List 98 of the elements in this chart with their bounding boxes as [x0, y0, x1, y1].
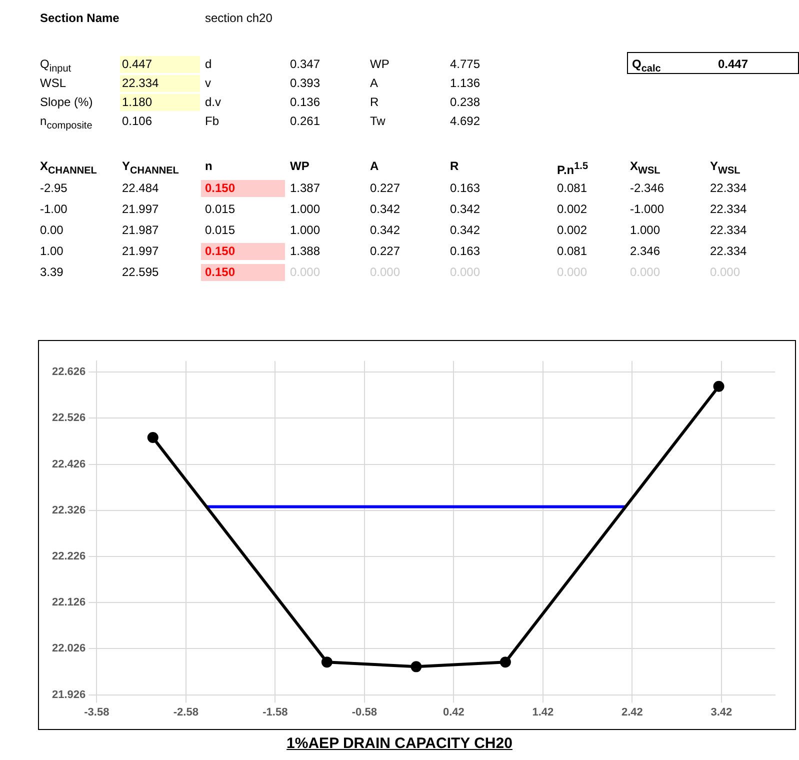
text: 0.227	[370, 243, 400, 260]
text: 0.002	[557, 201, 588, 218]
x-tick-label: 2.42	[621, 706, 643, 718]
text: 0.163	[450, 243, 480, 260]
text: 1.00	[40, 243, 64, 260]
text: Section Name	[40, 10, 120, 27]
text: Slope (%)	[40, 94, 93, 111]
text: 0.150	[201, 180, 285, 197]
text: 0.261	[290, 113, 320, 130]
text: d.v	[205, 94, 222, 111]
text: 0.342	[370, 201, 400, 218]
text: 22.334	[710, 243, 747, 260]
text: 4.775	[450, 56, 480, 73]
text: 0.342	[370, 222, 400, 239]
text: 3.39	[40, 264, 64, 281]
text: d	[205, 56, 212, 73]
text: -1.000	[630, 201, 664, 218]
point	[713, 380, 724, 392]
text: 22.334	[120, 75, 200, 92]
text: Q$_{input}$	[40, 56, 72, 76]
text: 1.000	[630, 222, 660, 239]
text: 0.393	[290, 75, 320, 92]
text: 4.692	[450, 113, 480, 130]
text: Fb	[205, 113, 220, 130]
text: 0.150	[201, 243, 285, 260]
text: n$_{composite}$	[40, 113, 92, 134]
text: 0.002	[557, 222, 588, 239]
x-tick-label: -1.58	[262, 706, 288, 718]
text: A	[370, 75, 378, 92]
y-tick-label: 21.926	[52, 688, 86, 701]
text: 0.015	[205, 222, 236, 239]
text: 0.447	[718, 56, 748, 73]
x-tick-label: 0.42	[442, 706, 464, 718]
text: n	[205, 158, 212, 175]
y-tick-label: 22.226	[52, 550, 86, 563]
text: 22.334	[710, 180, 747, 197]
text: 0.347	[290, 56, 320, 73]
text: 1%AEP DRAIN CAPACITY CH20	[286, 735, 514, 752]
text: WP	[370, 56, 390, 73]
point	[321, 656, 332, 668]
text: 0.163	[450, 180, 480, 197]
text: 21.987	[122, 222, 159, 239]
text: 1.000	[290, 222, 320, 239]
x-tick-label: 1.42	[532, 706, 554, 718]
text: R	[450, 158, 459, 175]
y-tick-label: 22.626	[52, 366, 86, 378]
text: Tw	[370, 113, 386, 130]
text: 1.180	[120, 94, 200, 111]
text: WP	[290, 158, 310, 175]
text: Q$_{calc}$	[632, 56, 661, 76]
text: 22.334	[710, 222, 747, 239]
x-tick-label: -3.58	[84, 706, 110, 718]
point	[500, 656, 511, 668]
text: 0.227	[370, 180, 400, 197]
y-tick-label: 22.526	[52, 412, 86, 424]
text: 0.00	[40, 222, 64, 239]
text: -1.00	[40, 201, 68, 218]
y-tick-label: 22.326	[52, 504, 86, 516]
text: 0.342	[450, 201, 480, 218]
text: 0.015	[205, 201, 236, 218]
text: 22.484	[122, 180, 159, 197]
point	[410, 661, 422, 672]
text: -2.95	[40, 180, 68, 197]
text: P.n$^{1.5}$	[557, 160, 588, 179]
text: 0.136	[290, 94, 320, 111]
text: WSL	[40, 75, 66, 92]
text: 21.997	[122, 201, 159, 218]
text: Y$_{WSL}$	[710, 158, 740, 178]
text: 21.997	[122, 243, 159, 260]
y-tick-label: 22.126	[52, 596, 86, 609]
x-tick-label: 3.42	[710, 706, 732, 718]
y-tick-label: 22.026	[52, 642, 86, 655]
text: 0.150	[201, 264, 285, 281]
text: R	[370, 94, 379, 111]
x-tick-label: -0.58	[352, 706, 377, 718]
text: 1.000	[290, 201, 320, 218]
x-tick-label: -2.58	[173, 706, 198, 718]
text: 2.346	[630, 243, 660, 260]
text: A	[370, 158, 379, 175]
point	[147, 432, 158, 444]
text: 1.388	[290, 243, 320, 260]
text: 0.238	[450, 94, 480, 111]
text: 0.081	[557, 243, 588, 260]
text: 22.595	[122, 264, 159, 281]
text: 1.136	[450, 75, 480, 92]
text: -2.346	[630, 180, 664, 197]
text: X$_{WSL}$	[630, 158, 660, 178]
text: Y$_{CHANNEL}$	[122, 158, 179, 178]
text: v	[205, 75, 211, 92]
text: section ch20	[205, 10, 272, 27]
text: 22.334	[710, 201, 747, 218]
text: X$_{CHANNEL}$	[40, 158, 97, 178]
text: 0.342	[450, 222, 480, 239]
y-tick-label: 22.426	[52, 458, 86, 470]
text: 0.106	[122, 113, 152, 130]
text: 1.387	[290, 180, 320, 197]
text: 0.447	[120, 56, 200, 73]
text: 0.081	[557, 180, 588, 197]
